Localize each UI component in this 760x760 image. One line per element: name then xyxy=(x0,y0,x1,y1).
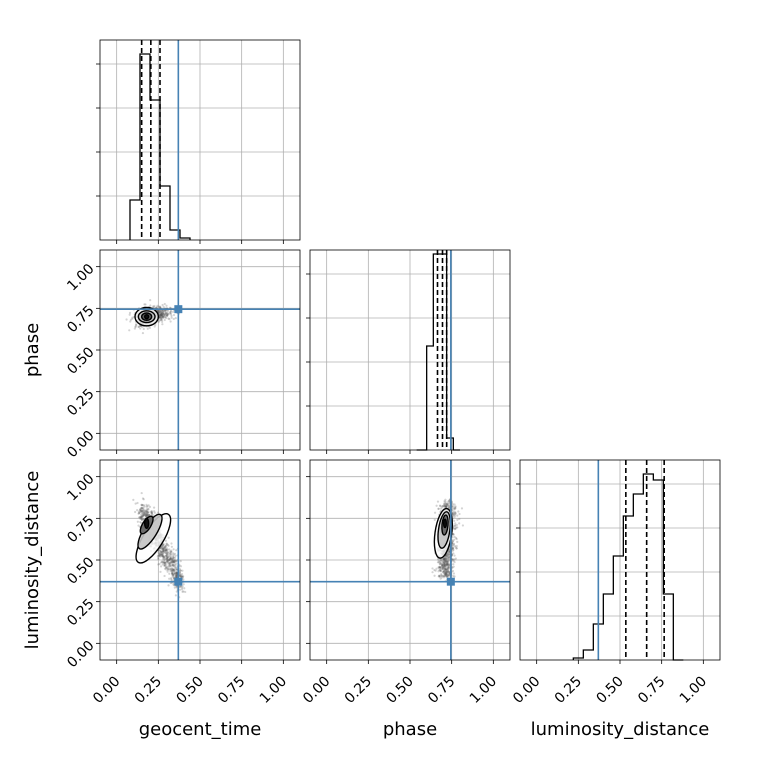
ytick-label: 0.75 xyxy=(64,513,97,546)
marginal-geocent_time-histogram xyxy=(129,53,191,240)
pair-geocent_time-luminosity_distance: 0.00 0.25 0.50 0.75 1.000.000.250.500.751.00 xyxy=(64,459,301,707)
xtick-label: 0.50 xyxy=(593,674,626,707)
ytick-label: 1.00 xyxy=(64,471,97,504)
ytick-label: 0.50 xyxy=(64,554,97,587)
ylabel-luminosity_distance: luminosity_distance xyxy=(22,471,43,650)
pair-geocent_time-luminosity_distance-contour-3 xyxy=(143,517,150,530)
xtick-label: 0.75 xyxy=(215,674,248,707)
xtick-label: 0.00 xyxy=(90,674,123,707)
xtick-label: 0.25 xyxy=(552,674,585,707)
ytick-label: 1.00 xyxy=(64,261,97,294)
pair-geocent_time-phase-contour-3 xyxy=(143,313,150,320)
marginal-luminosity_distance-histogram xyxy=(572,473,684,661)
pair-phase-luminosity_distance-contour-3 xyxy=(442,518,448,529)
marginal-phase-histogram xyxy=(416,253,460,451)
xtick-label: 0.75 xyxy=(635,674,668,707)
xtick-label: 1.00 xyxy=(467,674,500,707)
xtick-label: 0.25 xyxy=(132,674,165,707)
pair-geocent_time-phase-content xyxy=(100,250,300,450)
marginal-phase xyxy=(306,249,511,454)
xlabel-phase: phase xyxy=(383,719,437,740)
xtick-label: 0.50 xyxy=(173,674,206,707)
pair-geocent_time-phase-truth-marker xyxy=(174,305,183,314)
pair-phase-luminosity_distance-truth-marker xyxy=(446,577,455,586)
ylabel-phase: phase xyxy=(22,323,43,377)
xtick-label: 0.50 xyxy=(383,674,416,707)
xtick-label: 0.00 xyxy=(510,674,543,707)
pair-phase-luminosity_distance: 0.00 0.25 0.50 0.75 1.00 xyxy=(300,459,511,707)
marginal-luminosity_distance: 0.00 0.25 0.50 0.75 1.00 xyxy=(510,459,721,707)
ytick-label: 0.00 xyxy=(64,428,97,461)
xtick-label: 0.00 xyxy=(300,674,333,707)
xtick-label: 0.25 xyxy=(342,674,375,707)
ytick-label: 0.00 xyxy=(64,638,97,671)
pair-geocent_time-luminosity_distance-content xyxy=(100,460,300,660)
marginal-geocent_time xyxy=(96,39,301,244)
ytick-label: 0.75 xyxy=(64,303,97,336)
ytick-label: 0.25 xyxy=(64,596,97,629)
pair-geocent_time-phase: 0.00 0.25 0.50 0.75 1.00 xyxy=(64,249,301,461)
pair-geocent_time-luminosity_distance-truth-marker xyxy=(174,577,183,586)
xtick-label: 1.00 xyxy=(677,674,710,707)
xtick-label: 0.75 xyxy=(425,674,458,707)
ytick-label: 0.50 xyxy=(64,344,97,377)
pair-phase-luminosity_distance-content xyxy=(310,460,510,660)
xtick-label: 1.00 xyxy=(257,674,290,707)
xlabel-geocent_time: geocent_time xyxy=(139,719,262,740)
xlabel-luminosity_distance: luminosity_distance xyxy=(531,719,710,740)
ytick-label: 0.25 xyxy=(64,386,97,419)
